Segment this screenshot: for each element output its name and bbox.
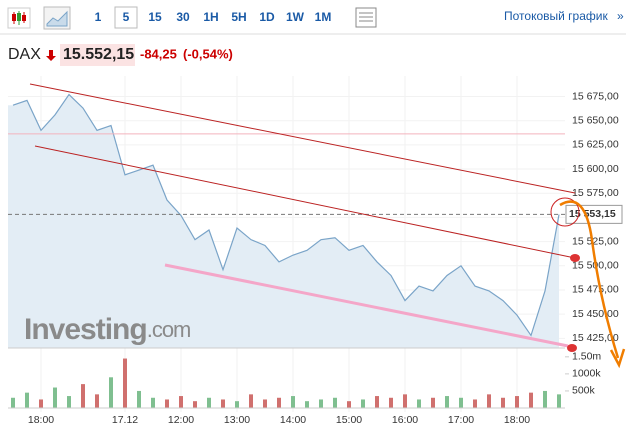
forecast-arrow [559, 200, 620, 359]
trend-line [34, 145, 576, 259]
circle-mark [550, 197, 580, 227]
interval-selected [114, 6, 138, 29]
volume-bar [501, 397, 505, 408]
area-fill [8, 94, 559, 348]
x-tick-label: 18:00 [28, 414, 54, 426]
area-icon[interactable] [43, 6, 71, 30]
y-tick-label: 15 425,00 [572, 332, 619, 344]
x-tick-label: 16:00 [392, 414, 418, 426]
volume-bar [67, 396, 71, 408]
watermark-suffix: .com [147, 317, 191, 342]
volume-bar [333, 397, 337, 408]
volume-tick-label: 1000k [572, 368, 601, 380]
interval-button[interactable]: 30 [176, 10, 190, 24]
volume-bar [403, 394, 407, 408]
volume-bar [95, 394, 99, 408]
toolbar [0, 0, 626, 34]
interval-button[interactable]: 5 [123, 10, 130, 24]
volume-tick-label: 1.50m [572, 351, 601, 363]
interval-button[interactable]: 1 [95, 10, 102, 24]
watermark-brand: Investing [24, 313, 147, 346]
volume-bar [473, 399, 477, 408]
volume-bar [109, 377, 113, 408]
y-tick-label: 15 575,00 [572, 187, 619, 199]
volume-bar [557, 394, 561, 408]
symbol: DAX [8, 46, 41, 63]
more-link[interactable]: » [617, 9, 624, 23]
y-tick-label: 15 650,00 [572, 114, 619, 126]
interval-button[interactable]: 1D [259, 10, 275, 24]
volume-tick-label: 500k [572, 385, 596, 397]
candle-icon[interactable] [7, 7, 31, 29]
y-tick-label: 15 675,00 [572, 90, 619, 102]
volume-bar [431, 397, 435, 408]
arrow-head [609, 348, 626, 369]
interval-button[interactable]: 1M [315, 10, 332, 24]
y-tick-label: 15 475,00 [572, 284, 619, 296]
down-arrow [46, 50, 56, 61]
volume-bar [53, 387, 57, 408]
volume-bar [25, 392, 29, 408]
y-tick-label: 15 600,00 [572, 163, 619, 175]
trend-line [164, 263, 569, 348]
volume-bar [529, 392, 533, 408]
price: 15.552,15 [63, 46, 134, 63]
volume-bar [487, 394, 491, 408]
volume-bar [459, 397, 463, 408]
volume-bar [193, 401, 197, 408]
price-bg [60, 44, 135, 66]
x-tick-label: 15:00 [336, 414, 362, 426]
volume-bar [263, 399, 267, 408]
y-tick-label: 15 450,00 [572, 308, 619, 320]
volume-bar [179, 396, 183, 408]
volume-bar [319, 399, 323, 408]
x-tick-label: 14:00 [280, 414, 306, 426]
volume-bar [515, 396, 519, 408]
y-tick-label: 15 625,00 [572, 139, 619, 151]
volume-bar [221, 399, 225, 408]
y-tick-label: 15 525,00 [572, 235, 619, 247]
interval-button[interactable]: 15 [148, 10, 162, 24]
volume-bar [347, 401, 351, 408]
last-price-box [565, 204, 623, 224]
handle [570, 254, 580, 262]
handle [567, 344, 577, 352]
volume-bar [249, 394, 253, 408]
watermark: Investing.com [24, 313, 190, 346]
price-line [12, 93, 560, 337]
interval-button[interactable]: 5H [231, 10, 246, 24]
volume-bar [361, 399, 365, 408]
interval-button[interactable]: 1H [203, 10, 218, 24]
volume-bar [417, 399, 421, 408]
volume-bar [389, 397, 393, 408]
last-price-label: 15 553,15 [569, 208, 616, 220]
volume-bar [11, 397, 15, 408]
volume-bar [375, 396, 379, 408]
volume-bar [543, 390, 547, 408]
x-tick-label: 18:00 [504, 414, 530, 426]
volume-bar [235, 401, 239, 408]
stream-link[interactable]: Потоковый график [504, 9, 608, 23]
volume-bar [137, 390, 141, 408]
x-tick-label: 17.12 [112, 414, 138, 426]
trend-line [29, 83, 576, 194]
x-tick-label: 17:00 [448, 414, 474, 426]
volume-bar [305, 401, 309, 408]
change: -84,25 [140, 46, 177, 61]
x-tick-label: 12:00 [168, 414, 194, 426]
table-icon[interactable] [355, 7, 377, 28]
interval-button[interactable]: 1W [286, 10, 305, 24]
volume-bar [151, 397, 155, 408]
volume-bar [445, 396, 449, 408]
volume-bar [207, 397, 211, 408]
x-tick-label: 13:00 [224, 414, 250, 426]
volume-bar [81, 384, 85, 408]
volume-bar [39, 399, 43, 408]
volume-bar [291, 396, 295, 408]
volume-bar [123, 358, 127, 408]
volume-bar [165, 399, 169, 408]
percent: (-0,54%) [183, 46, 233, 61]
volume-bar [277, 397, 281, 408]
